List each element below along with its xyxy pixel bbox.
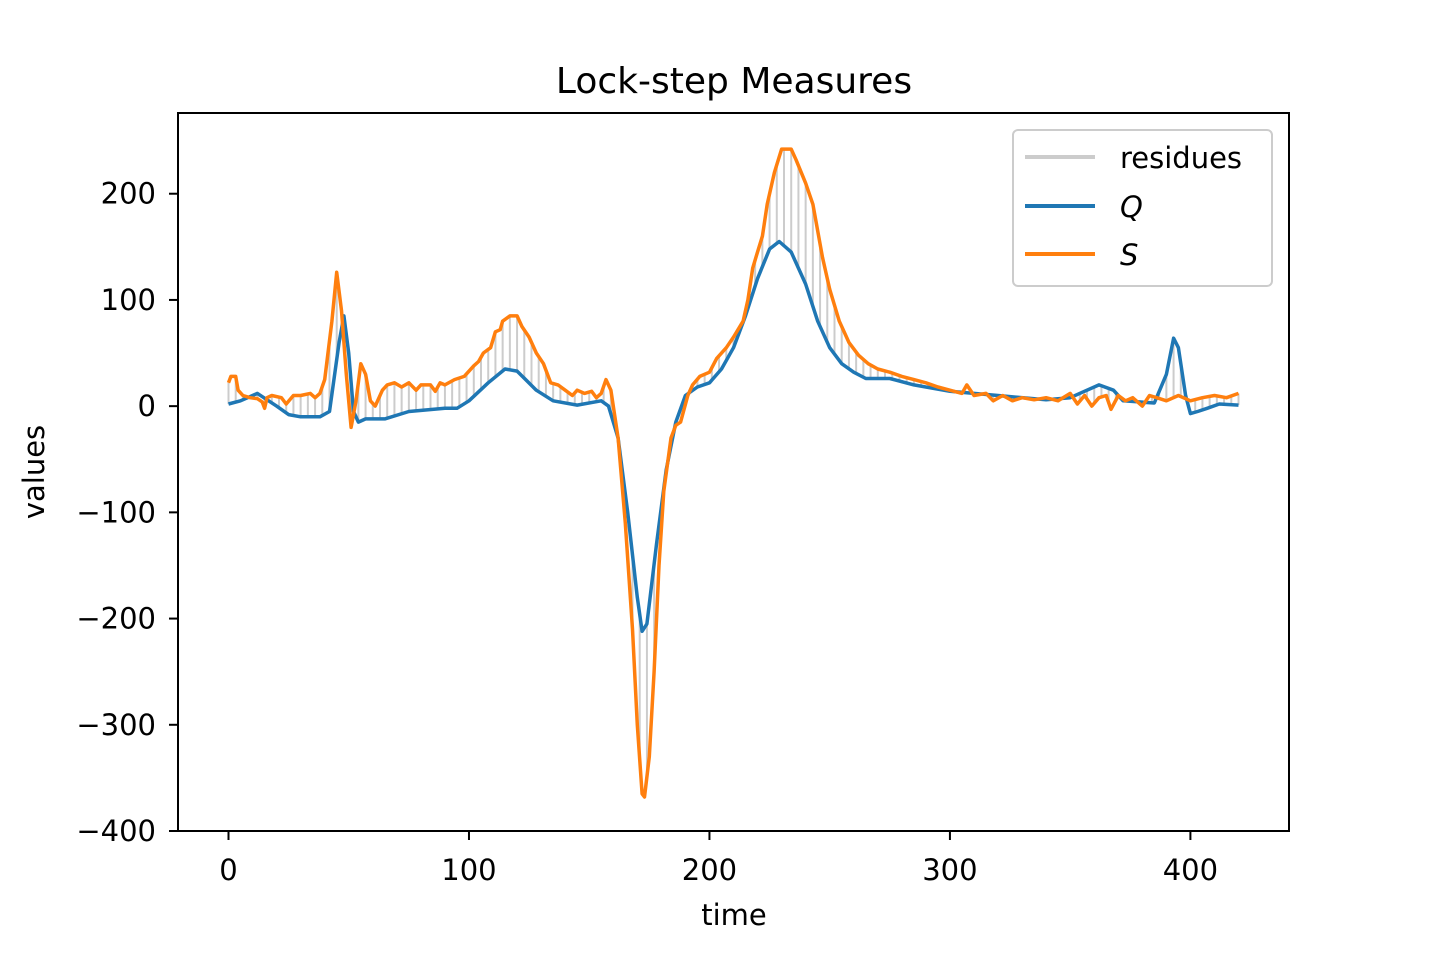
- y-axis-label: values: [17, 425, 51, 519]
- chart-title: Lock-step Measures: [556, 61, 912, 102]
- x-tick-label: 200: [682, 853, 737, 887]
- y-tick-label: −400: [76, 814, 156, 848]
- legend-residues-label: residues: [1120, 141, 1242, 175]
- x-tick-label: 0: [219, 853, 237, 887]
- series-lines: [226, 147, 1240, 799]
- x-tick-label: 300: [922, 853, 977, 887]
- x-tick-label: 400: [1163, 853, 1218, 887]
- y-tick-label: 0: [138, 389, 156, 423]
- y-tick-label: −100: [76, 495, 156, 529]
- y-tick-label: 200: [101, 177, 156, 211]
- legend-box: [1012, 129, 1273, 287]
- legend: residues Q S: [1012, 129, 1273, 287]
- axes-frame: [177, 112, 1290, 832]
- legend-s-label: S: [1120, 238, 1138, 272]
- x-tick-label: 100: [441, 853, 496, 887]
- legend-q-label: Q: [1120, 190, 1143, 224]
- series-s-line: [226, 147, 1240, 799]
- y-tick-label: 100: [101, 283, 156, 317]
- y-tick-label: −200: [76, 602, 156, 636]
- x-axis-label: time: [701, 898, 767, 932]
- y-axis: 200 100 0 −100 −200 −300 −400: [76, 177, 178, 848]
- x-axis: 0 100 200 300 400: [219, 831, 1218, 887]
- y-tick-label: −300: [76, 708, 156, 742]
- series-q-line: [228, 239, 1239, 634]
